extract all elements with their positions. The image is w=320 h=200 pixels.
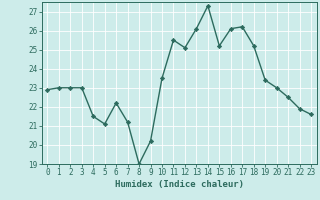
X-axis label: Humidex (Indice chaleur): Humidex (Indice chaleur) [115, 180, 244, 189]
